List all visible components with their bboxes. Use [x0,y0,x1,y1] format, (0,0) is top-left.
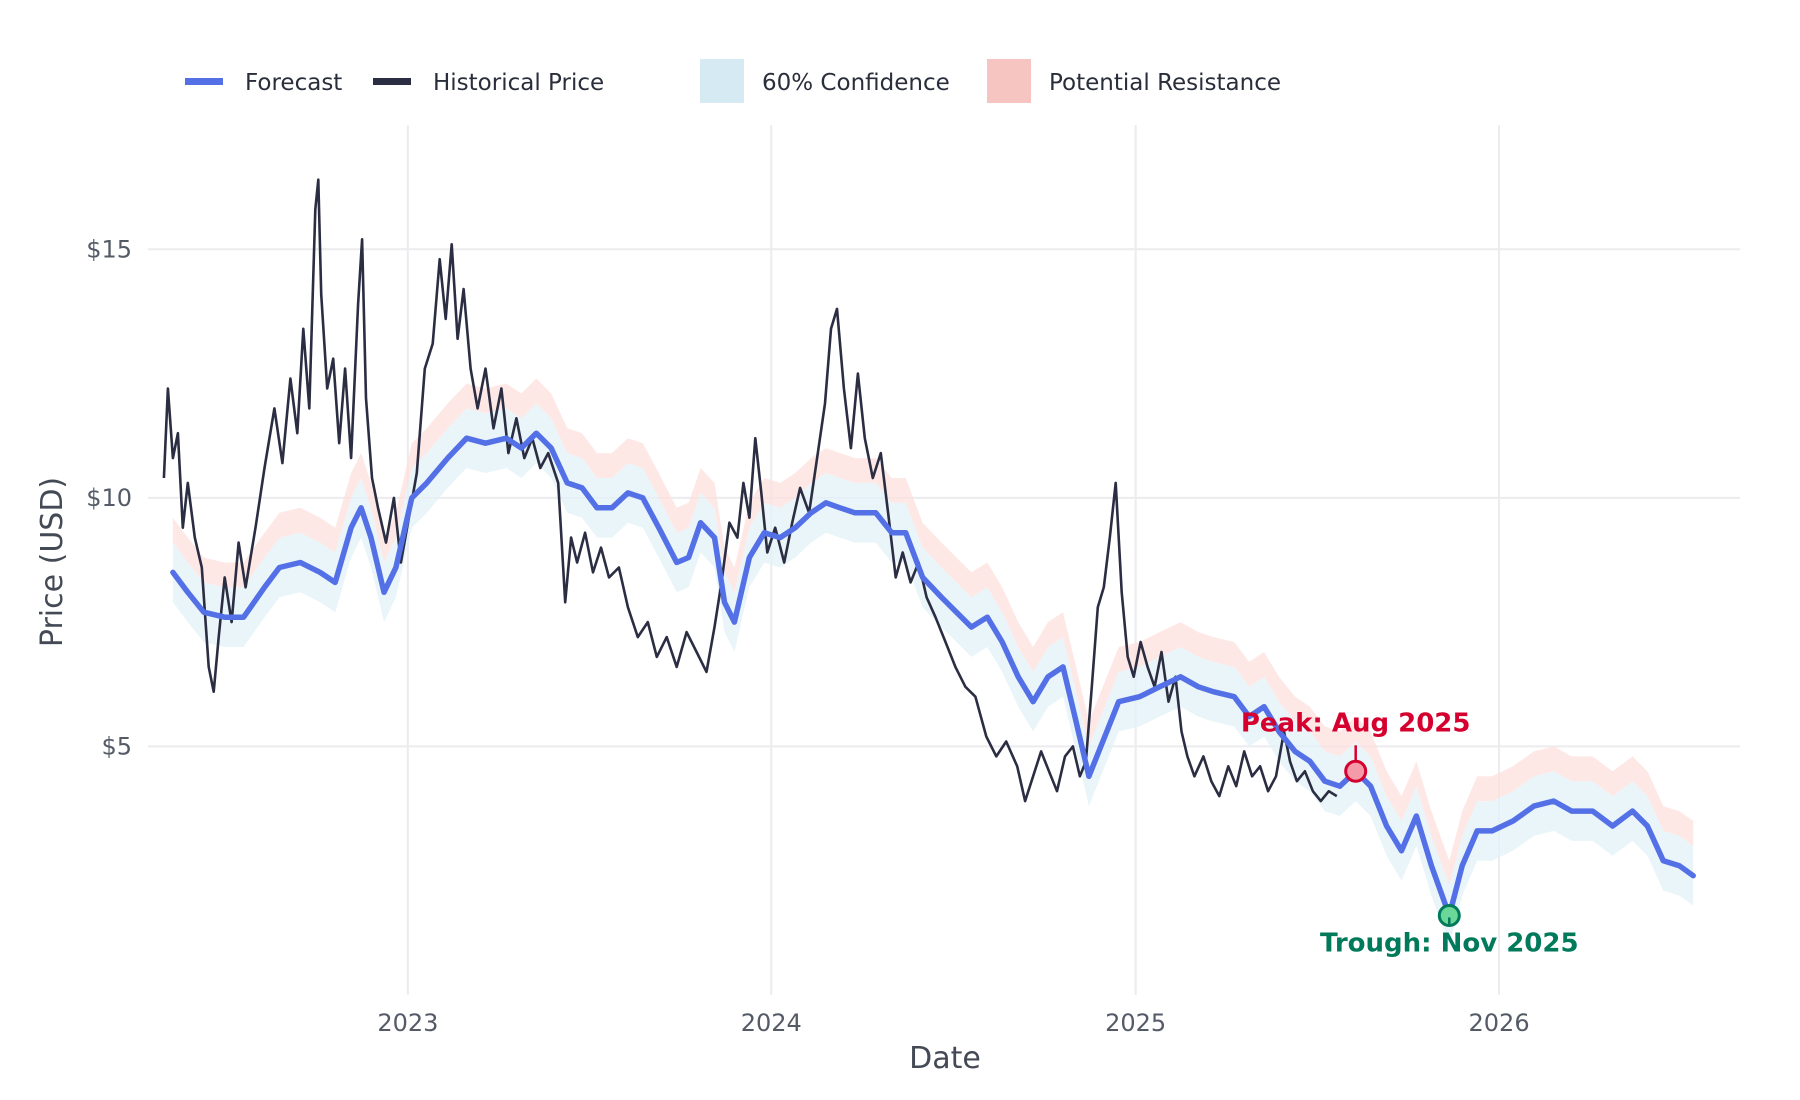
x-axis-title: Date [909,1041,981,1076]
y-axis-title: Price (USD) [35,477,70,647]
legend-swatch [373,78,411,85]
axis-ticks: $5 $10 $15 2023 2024 2025 2026 [86,235,1529,1037]
y-tick-label: $15 [86,235,132,263]
y-tick-label: $5 [101,732,132,760]
peak-label: Peak: Aug 2025 [1241,708,1471,738]
legend-label: Historical Price [433,70,604,96]
x-tick-label: 2026 [1469,1009,1530,1037]
legend-item-potential-resistance: Potential Resistance [987,59,1281,103]
legend-item-historical-price: Historical Price [373,70,604,96]
peak-marker [1344,759,1368,783]
historical-price-line [162,178,1338,803]
y-tick-label: $10 [86,484,132,512]
legend: Forecast Historical Price 60% Confidence Po… [185,59,1281,103]
legend-label: 60% Confidence [762,70,950,96]
x-tick-label: 2025 [1105,1009,1166,1037]
x-tick-label: 2023 [377,1009,438,1037]
forecast-line [170,430,1696,919]
x-tick-label: 2024 [741,1009,802,1037]
legend-item-60-confidence: 60% Confidence [700,59,950,103]
legend-swatch [700,59,744,103]
resistance-band [172,378,1694,886]
legend-label: Forecast [245,70,342,96]
annotations: Peak: Aug 2025 Trough: Nov 2025 [1241,708,1579,958]
trough-label: Trough: Nov 2025 [1320,928,1579,958]
series-lines [162,178,1696,919]
legend-swatch [987,59,1031,103]
legend-swatch [185,78,223,85]
legend-label: Potential Resistance [1049,70,1281,96]
legend-item-forecast: Forecast [185,70,342,96]
